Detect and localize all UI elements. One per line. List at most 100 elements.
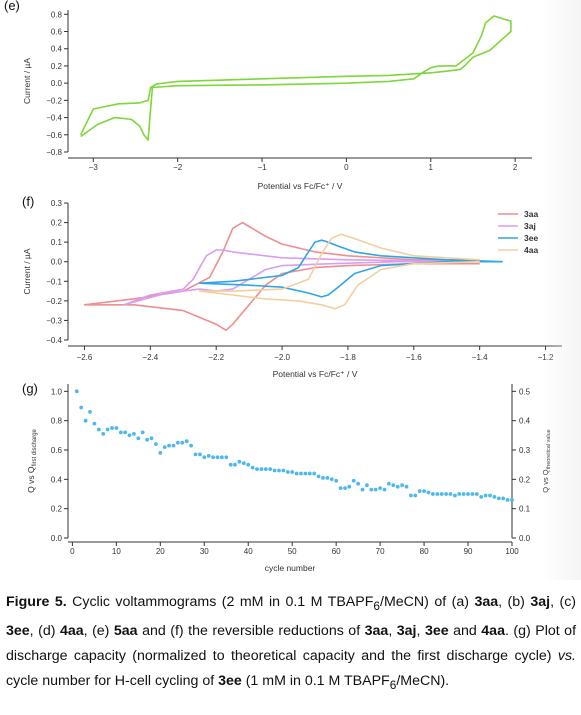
data-point [409,493,413,498]
x-tick-label: −3 [89,163,99,172]
data-point [391,483,396,488]
y-tick-label: −0.6 [46,131,62,140]
y2-tick-label: 0.1 [519,505,531,514]
y-tick-label: 0.0 [51,258,63,267]
y-tick-label: 0.2 [51,62,63,71]
caption-part: 4aa [481,622,505,639]
y-tick-label: 0.8 [51,417,63,426]
data-point [259,467,264,471]
x-tick-label: 1 [429,163,434,172]
y-tick-label: 0.8 [51,10,63,19]
data-point [110,426,114,430]
series-line-3aj [123,249,464,306]
data-point [132,432,136,436]
series-line-0 [79,15,512,141]
series-line-3ee [198,239,503,298]
data-point [404,484,409,489]
y-tick-label: −0.4 [46,114,62,123]
data-point [400,483,404,488]
data-point [202,455,207,460]
x-tick-label: 70 [376,547,385,556]
data-point [422,489,426,493]
figure-panels: (e) −0.8 −0.6 −0.4 −0.2 0.0 0.2 0.4 0.6 0.8 −3 −2 −1… [4,0,562,573]
data-point [378,486,382,490]
data-point [215,455,220,460]
data-point [435,492,440,496]
data-point [470,492,475,496]
data-point [474,492,479,496]
y-tick-label: 0.6 [51,28,63,37]
caption-part: , (c) [550,594,577,610]
x-tick-label: −1 [257,163,267,172]
data-point [448,492,453,496]
data-point [176,440,180,445]
data-point [338,486,343,490]
caption-part: 3ee [424,622,449,639]
x-tick-label: −2.4 [142,353,158,362]
caption-part: , (b) [498,594,531,610]
data-point [426,490,431,495]
legend-label-3aj: 3aj [524,221,536,231]
data-point [193,452,198,457]
legend-label-4aa: 4aa [524,245,538,255]
data-point [290,470,295,474]
data-point [136,436,141,441]
data-point [140,430,145,435]
data-point [365,483,369,488]
y-tick-label: 0.2 [51,219,63,228]
y-tick-label: 0.0 [51,79,63,88]
caption-part: 3ee [218,672,242,689]
caption-part: , [416,622,425,639]
data-point [334,478,339,483]
chart-panel-2: (g) 0.0 0.2 0.4 0.6 0.8 1.0 0 10 20 30 40 50 60 70 80 90… [22,381,552,573]
chart-panel-1: (f) −0.4 −0.3 −0.2 −0.1 0.0 0.1 0.2 0.3 −2.6 −2.4 −… [22,194,562,379]
data-point [479,495,484,499]
x-axis-title: Potential vs Fc/Fc⁺ / V [273,369,358,379]
data-point [250,465,255,470]
chart-panel-0: (e) −0.8 −0.6 −0.4 −0.2 0.0 0.2 0.4 0.6 0.8 −3 −2 −1… [4,0,532,191]
y-tick-label: −0.3 [46,316,62,325]
data-point [303,471,308,476]
caption-part: and [448,622,482,639]
data-point [268,467,273,471]
caption-part: . (g) Plot of discharge capacity (normal… [6,622,577,664]
data-point [246,462,251,467]
data-point [457,492,462,496]
data-point [505,498,510,502]
caption-figure-label: Figure 5. [6,594,67,610]
data-point [417,489,422,493]
y-tick-label: −0.4 [46,336,62,345]
y2-tick-label: 0.5 [519,387,531,396]
caption-part: cycle number for H-cell cycling of [6,672,219,689]
y2-tick-label: 0.3 [519,446,531,455]
data-point [114,426,119,430]
x-tick-label: −1.4 [472,353,488,362]
y-tick-label: −0.2 [46,297,62,306]
x-tick-label: −2 [173,163,183,172]
x-tick-label: 0 [70,547,75,556]
data-point [241,461,246,466]
y-axis-title: Current / µA [22,248,32,294]
panel-label: (e) [4,0,20,13]
data-point [395,484,400,489]
caption-part: (1 mM in 0.1 M TBAPF [241,672,390,689]
y-axis-title: Q vs Qfirst discharge [26,428,38,492]
x-tick-label: −2.2 [208,353,224,362]
data-point [501,496,506,501]
y2-tick-label: 0.4 [519,417,531,426]
caption-part: and (f) the reversible reductions of [137,622,365,639]
y-tick-label: 0.6 [51,446,63,455]
y-tick-label: −0.1 [46,277,62,286]
data-point [369,487,374,492]
data-point [224,455,229,460]
data-point [444,492,448,496]
data-point [461,492,466,496]
data-point [387,481,391,486]
data-point [321,476,325,480]
data-point [466,492,470,496]
caption-part: 3aj [530,594,551,610]
data-point [431,492,435,496]
data-point [347,484,352,489]
caption-part: , [388,622,397,639]
data-point [158,451,163,455]
